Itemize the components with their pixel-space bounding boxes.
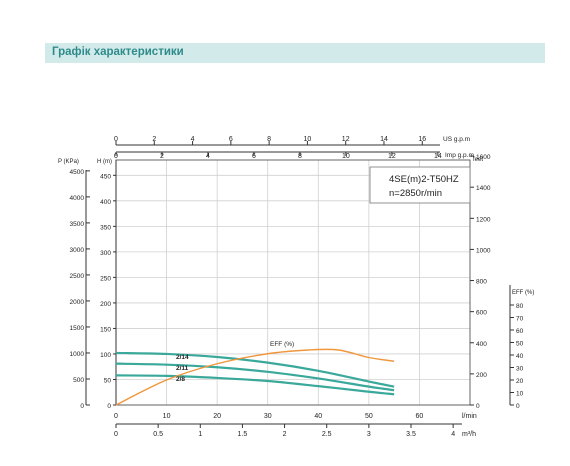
tick-label-us: 16 [418,136,426,143]
tick-label-lmin: 0 [114,413,118,420]
tick-label-head: 300 [100,250,111,257]
chart-curves [115,348,395,406]
tick-label-eff: 0 [516,403,520,410]
curve-2-14 [115,351,395,388]
tick-label-eff: 40 [516,353,524,360]
series-label-eff: EFF (%) [270,341,294,348]
tick-label-m3h: 1.5 [238,431,248,438]
tick-label-us: 12 [342,136,350,143]
series-label-2-8: 2/8 [176,376,185,383]
tick-label-pressure: 2000 [70,299,85,306]
curve-eff [115,348,395,406]
section-title: Графік характеристики [52,46,184,58]
axis-label-m3h: m³/h [462,431,476,438]
tick-label-pressure: 1500 [70,325,85,332]
axis-label-imp: Imp g.p.m [445,152,474,159]
tick-label-head: 0 [107,403,111,410]
axis-label-us: US g.p.m [443,136,470,143]
tick-label-pressure: 3000 [70,247,85,254]
tick-label-imp: 12 [388,153,396,160]
tick-label-lmin: 30 [264,413,272,420]
tick-label-feet: 600 [476,310,487,317]
tick-label-eff: 70 [516,316,524,323]
tick-label-lmin: 40 [314,413,322,420]
tick-label-eff: 10 [516,391,524,398]
curve-2-11 [115,362,395,392]
tick-label-feet: 800 [476,279,487,286]
tick-label-m3h: 0 [114,431,118,438]
chart-labels: 2/14 2/11 2/8 EFF (%) [176,341,294,383]
speed-label: n=2850r/min [389,188,442,199]
tick-label-pressure: 4000 [70,195,85,202]
tick-label-imp: 4 [206,153,210,160]
tick-label-us: 14 [380,136,388,143]
tick-label-pressure: 0 [80,403,84,410]
model-label: 4SE(m)2-T50HZ [389,174,459,185]
series-label-2-11: 2/11 [176,365,189,372]
tick-label-head: 50 [104,377,112,384]
tick-label-us: 0 [114,136,118,143]
tick-label-feet: 1400 [476,185,491,192]
tick-label-head: 250 [100,275,111,282]
tick-label-lmin: 60 [416,413,424,420]
tick-label-head: 350 [100,224,111,231]
tick-label-lmin: 10 [163,413,171,420]
tick-label-feet: 200 [476,372,487,379]
axis-label-head: H (m) [97,159,112,165]
tick-label-eff: 50 [516,341,524,348]
tick-label-head: 200 [100,301,111,308]
tick-label-imp: 8 [298,153,302,160]
tick-label-imp: 2 [160,153,164,160]
tick-label-m3h: 2.5 [322,431,332,438]
tick-label-feet: 1000 [476,247,491,254]
series-label-2-14: 2/14 [176,354,189,361]
tick-label-head: 100 [100,352,111,359]
tick-label-pressure: 3500 [70,221,85,228]
tick-label-pressure: 1000 [70,351,85,358]
tick-label-us: 4 [191,136,195,143]
tick-label-head: 150 [100,326,111,333]
tick-label-head: 450 [100,173,111,180]
tick-label-eff: 20 [516,378,524,385]
tick-label-lmin: 50 [365,413,373,420]
curve-2-8 [115,374,395,396]
tick-label-m3h: 1 [198,431,202,438]
tick-label-feet: 1600 [476,154,491,161]
tick-label-feet: 1200 [476,216,491,223]
tick-label-feet: 0 [476,403,480,410]
tick-label-pressure: 500 [73,377,84,384]
tick-label-m3h: 3 [367,431,371,438]
tick-label-us: 8 [267,136,271,143]
tick-label-lmin: 20 [213,413,221,420]
tick-label-imp: 10 [342,153,350,160]
tick-label-m3h: 2 [283,431,287,438]
tick-label-eff: 80 [516,303,524,310]
model-box [369,166,471,204]
section-header: Графік характеристики [45,43,545,63]
tick-label-pressure: 2500 [70,273,85,280]
tick-label-feet: 400 [476,341,487,348]
tick-label-m3h: 3.5 [406,431,416,438]
tick-label-imp: 0 [114,153,118,160]
axis-label-lmin: l/min [462,413,477,420]
tick-label-imp: 14 [434,153,442,160]
tick-label-head: 400 [100,199,111,206]
tick-label-eff: 60 [516,328,524,335]
tick-label-us: 2 [152,136,156,143]
tick-label-m3h: 0.5 [153,431,163,438]
tick-label-eff: 30 [516,366,524,373]
axis-label-eff: EFF (%) [512,290,534,296]
tick-label-us: 6 [229,136,233,143]
tick-label-us: 10 [304,136,312,143]
tick-label-imp: 6 [252,153,256,160]
axis-label-pressure: P (KPa) [58,159,79,165]
tick-label-m3h: 4 [451,431,455,438]
tick-label-pressure: 4500 [70,169,85,176]
axis-label-feet: feet [473,157,483,163]
